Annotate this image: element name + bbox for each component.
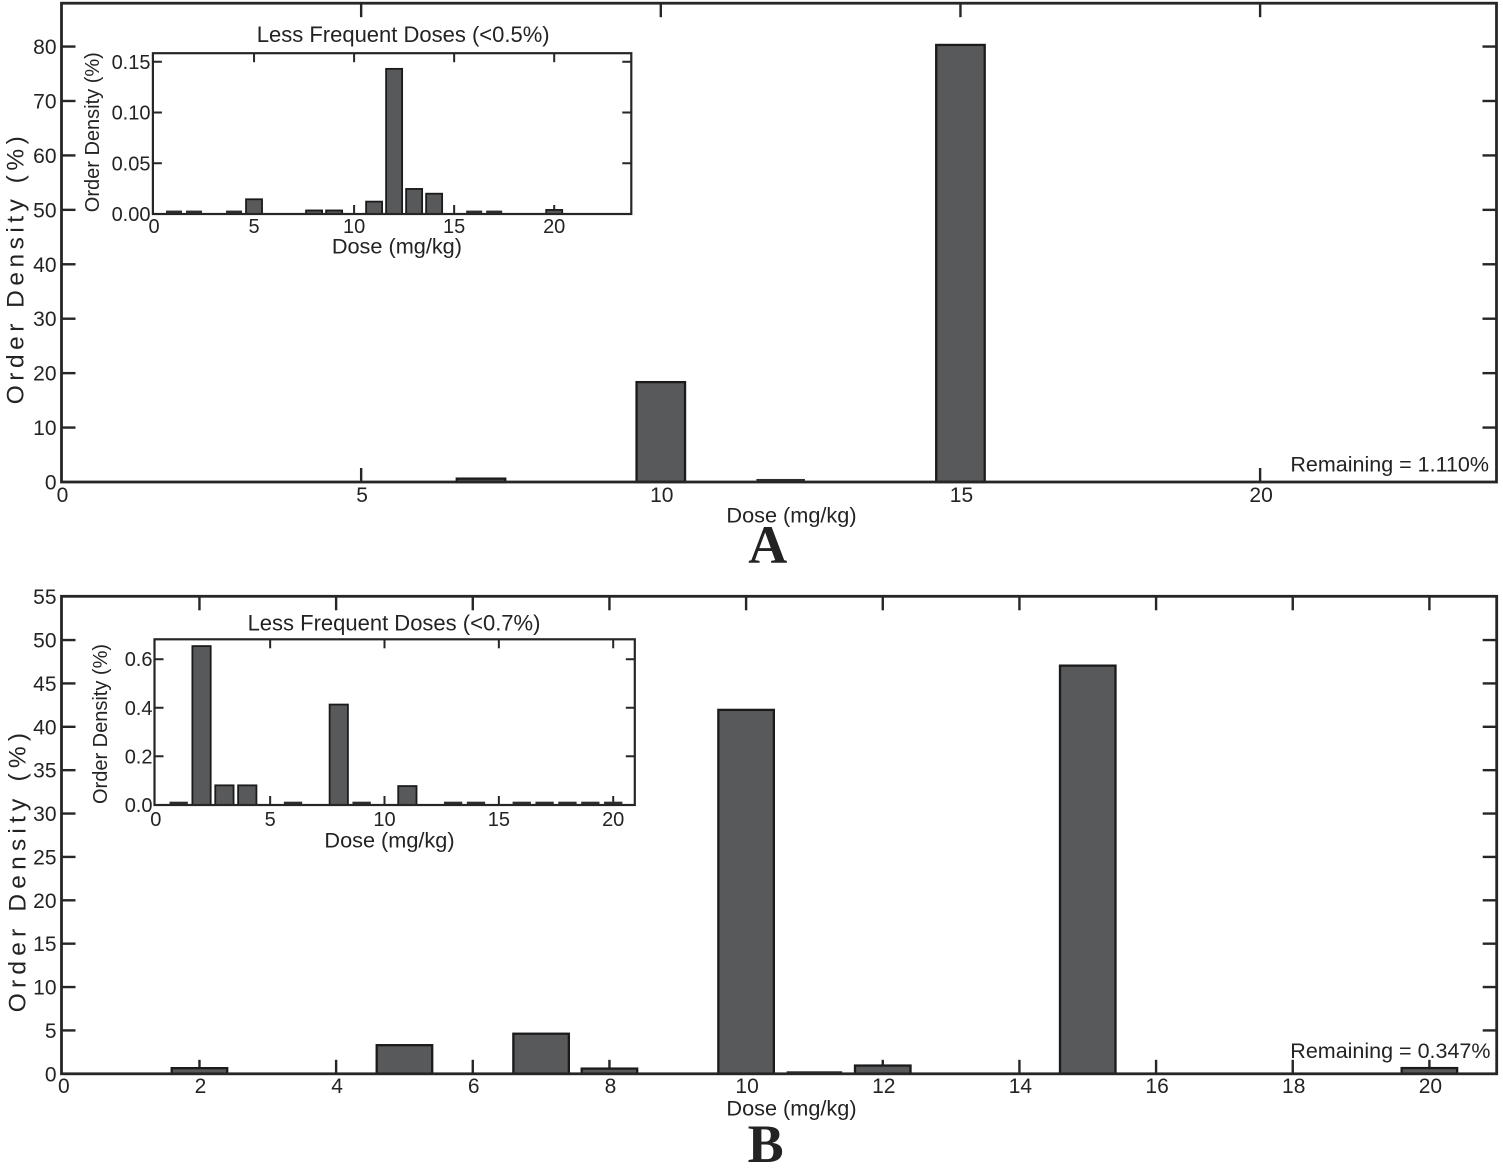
- svg-text:70: 70: [33, 90, 56, 113]
- svg-text:10: 10: [343, 216, 365, 238]
- svg-text:5: 5: [356, 484, 368, 507]
- svg-text:Dose (mg/kg): Dose (mg/kg): [324, 828, 454, 853]
- svg-text:15: 15: [33, 933, 56, 956]
- svg-text:20: 20: [602, 809, 624, 831]
- svg-text:40: 40: [33, 254, 56, 277]
- svg-text:Order Density (%): Order Density (%): [90, 644, 112, 804]
- svg-text:5: 5: [248, 216, 259, 238]
- svg-text:10: 10: [650, 484, 673, 507]
- svg-text:80: 80: [33, 36, 56, 59]
- svg-text:B: B: [748, 1114, 784, 1168]
- svg-text:5: 5: [265, 809, 276, 831]
- svg-text:15: 15: [488, 809, 510, 831]
- svg-text:20: 20: [33, 363, 56, 386]
- svg-text:10: 10: [373, 809, 395, 831]
- svg-text:Dose (mg/kg): Dose (mg/kg): [332, 234, 462, 259]
- svg-text:0.6: 0.6: [125, 649, 153, 671]
- svg-text:0.05: 0.05: [112, 153, 151, 175]
- svg-text:0.0: 0.0: [125, 795, 153, 817]
- svg-text:4: 4: [331, 1075, 343, 1098]
- svg-text:18: 18: [1282, 1075, 1305, 1098]
- svg-text:5: 5: [45, 1020, 57, 1043]
- svg-text:10: 10: [33, 977, 56, 1000]
- svg-text:0: 0: [58, 1075, 70, 1098]
- svg-text:0.4: 0.4: [125, 698, 153, 720]
- svg-text:15: 15: [443, 216, 465, 238]
- svg-text:2: 2: [195, 1075, 207, 1098]
- svg-text:16: 16: [1145, 1075, 1168, 1098]
- svg-text:Less Frequent Doses (<0.5%): Less Frequent Doses (<0.5%): [257, 22, 550, 47]
- svg-text:14: 14: [1009, 1075, 1033, 1098]
- svg-text:0.15: 0.15: [112, 52, 151, 74]
- svg-text:45: 45: [33, 673, 56, 696]
- svg-text:12: 12: [872, 1075, 895, 1098]
- svg-text:15: 15: [950, 484, 973, 507]
- svg-text:10: 10: [735, 1075, 758, 1098]
- svg-text:10: 10: [33, 417, 56, 440]
- svg-text:20: 20: [1249, 484, 1272, 507]
- svg-text:Order Density (%): Order Density (%): [82, 52, 104, 212]
- svg-text:0: 0: [148, 216, 159, 238]
- svg-text:Order Density (%): Order Density (%): [3, 132, 30, 405]
- svg-text:Order Density (%): Order Density (%): [5, 728, 32, 1012]
- svg-text:6: 6: [468, 1075, 480, 1098]
- svg-text:20: 20: [1419, 1075, 1442, 1098]
- svg-text:55: 55: [33, 586, 56, 609]
- svg-text:25: 25: [33, 846, 56, 869]
- svg-text:Remaining = 0.347%: Remaining = 0.347%: [1290, 1039, 1490, 1063]
- svg-text:Less Frequent Doses (<0.7%): Less Frequent Doses (<0.7%): [248, 611, 541, 636]
- svg-text:Remaining = 1.110%: Remaining = 1.110%: [1290, 453, 1489, 477]
- svg-text:50: 50: [33, 199, 56, 222]
- svg-text:Dose (mg/kg): Dose (mg/kg): [726, 502, 856, 527]
- svg-text:0: 0: [57, 484, 69, 507]
- svg-text:0.2: 0.2: [125, 746, 153, 768]
- svg-text:0.00: 0.00: [112, 204, 151, 226]
- svg-text:20: 20: [33, 890, 56, 913]
- svg-text:0: 0: [45, 472, 57, 495]
- svg-text:30: 30: [33, 308, 56, 331]
- svg-text:0: 0: [150, 809, 161, 831]
- svg-text:20: 20: [543, 216, 565, 238]
- svg-text:60: 60: [33, 145, 56, 168]
- svg-text:0.10: 0.10: [112, 103, 151, 125]
- svg-text:8: 8: [605, 1075, 617, 1098]
- svg-text:0: 0: [45, 1063, 57, 1086]
- svg-text:Dose (mg/kg): Dose (mg/kg): [726, 1096, 856, 1121]
- svg-text:35: 35: [33, 760, 56, 783]
- svg-text:A: A: [748, 515, 787, 575]
- svg-text:30: 30: [33, 803, 56, 826]
- svg-text:50: 50: [33, 630, 56, 653]
- svg-text:40: 40: [33, 716, 56, 739]
